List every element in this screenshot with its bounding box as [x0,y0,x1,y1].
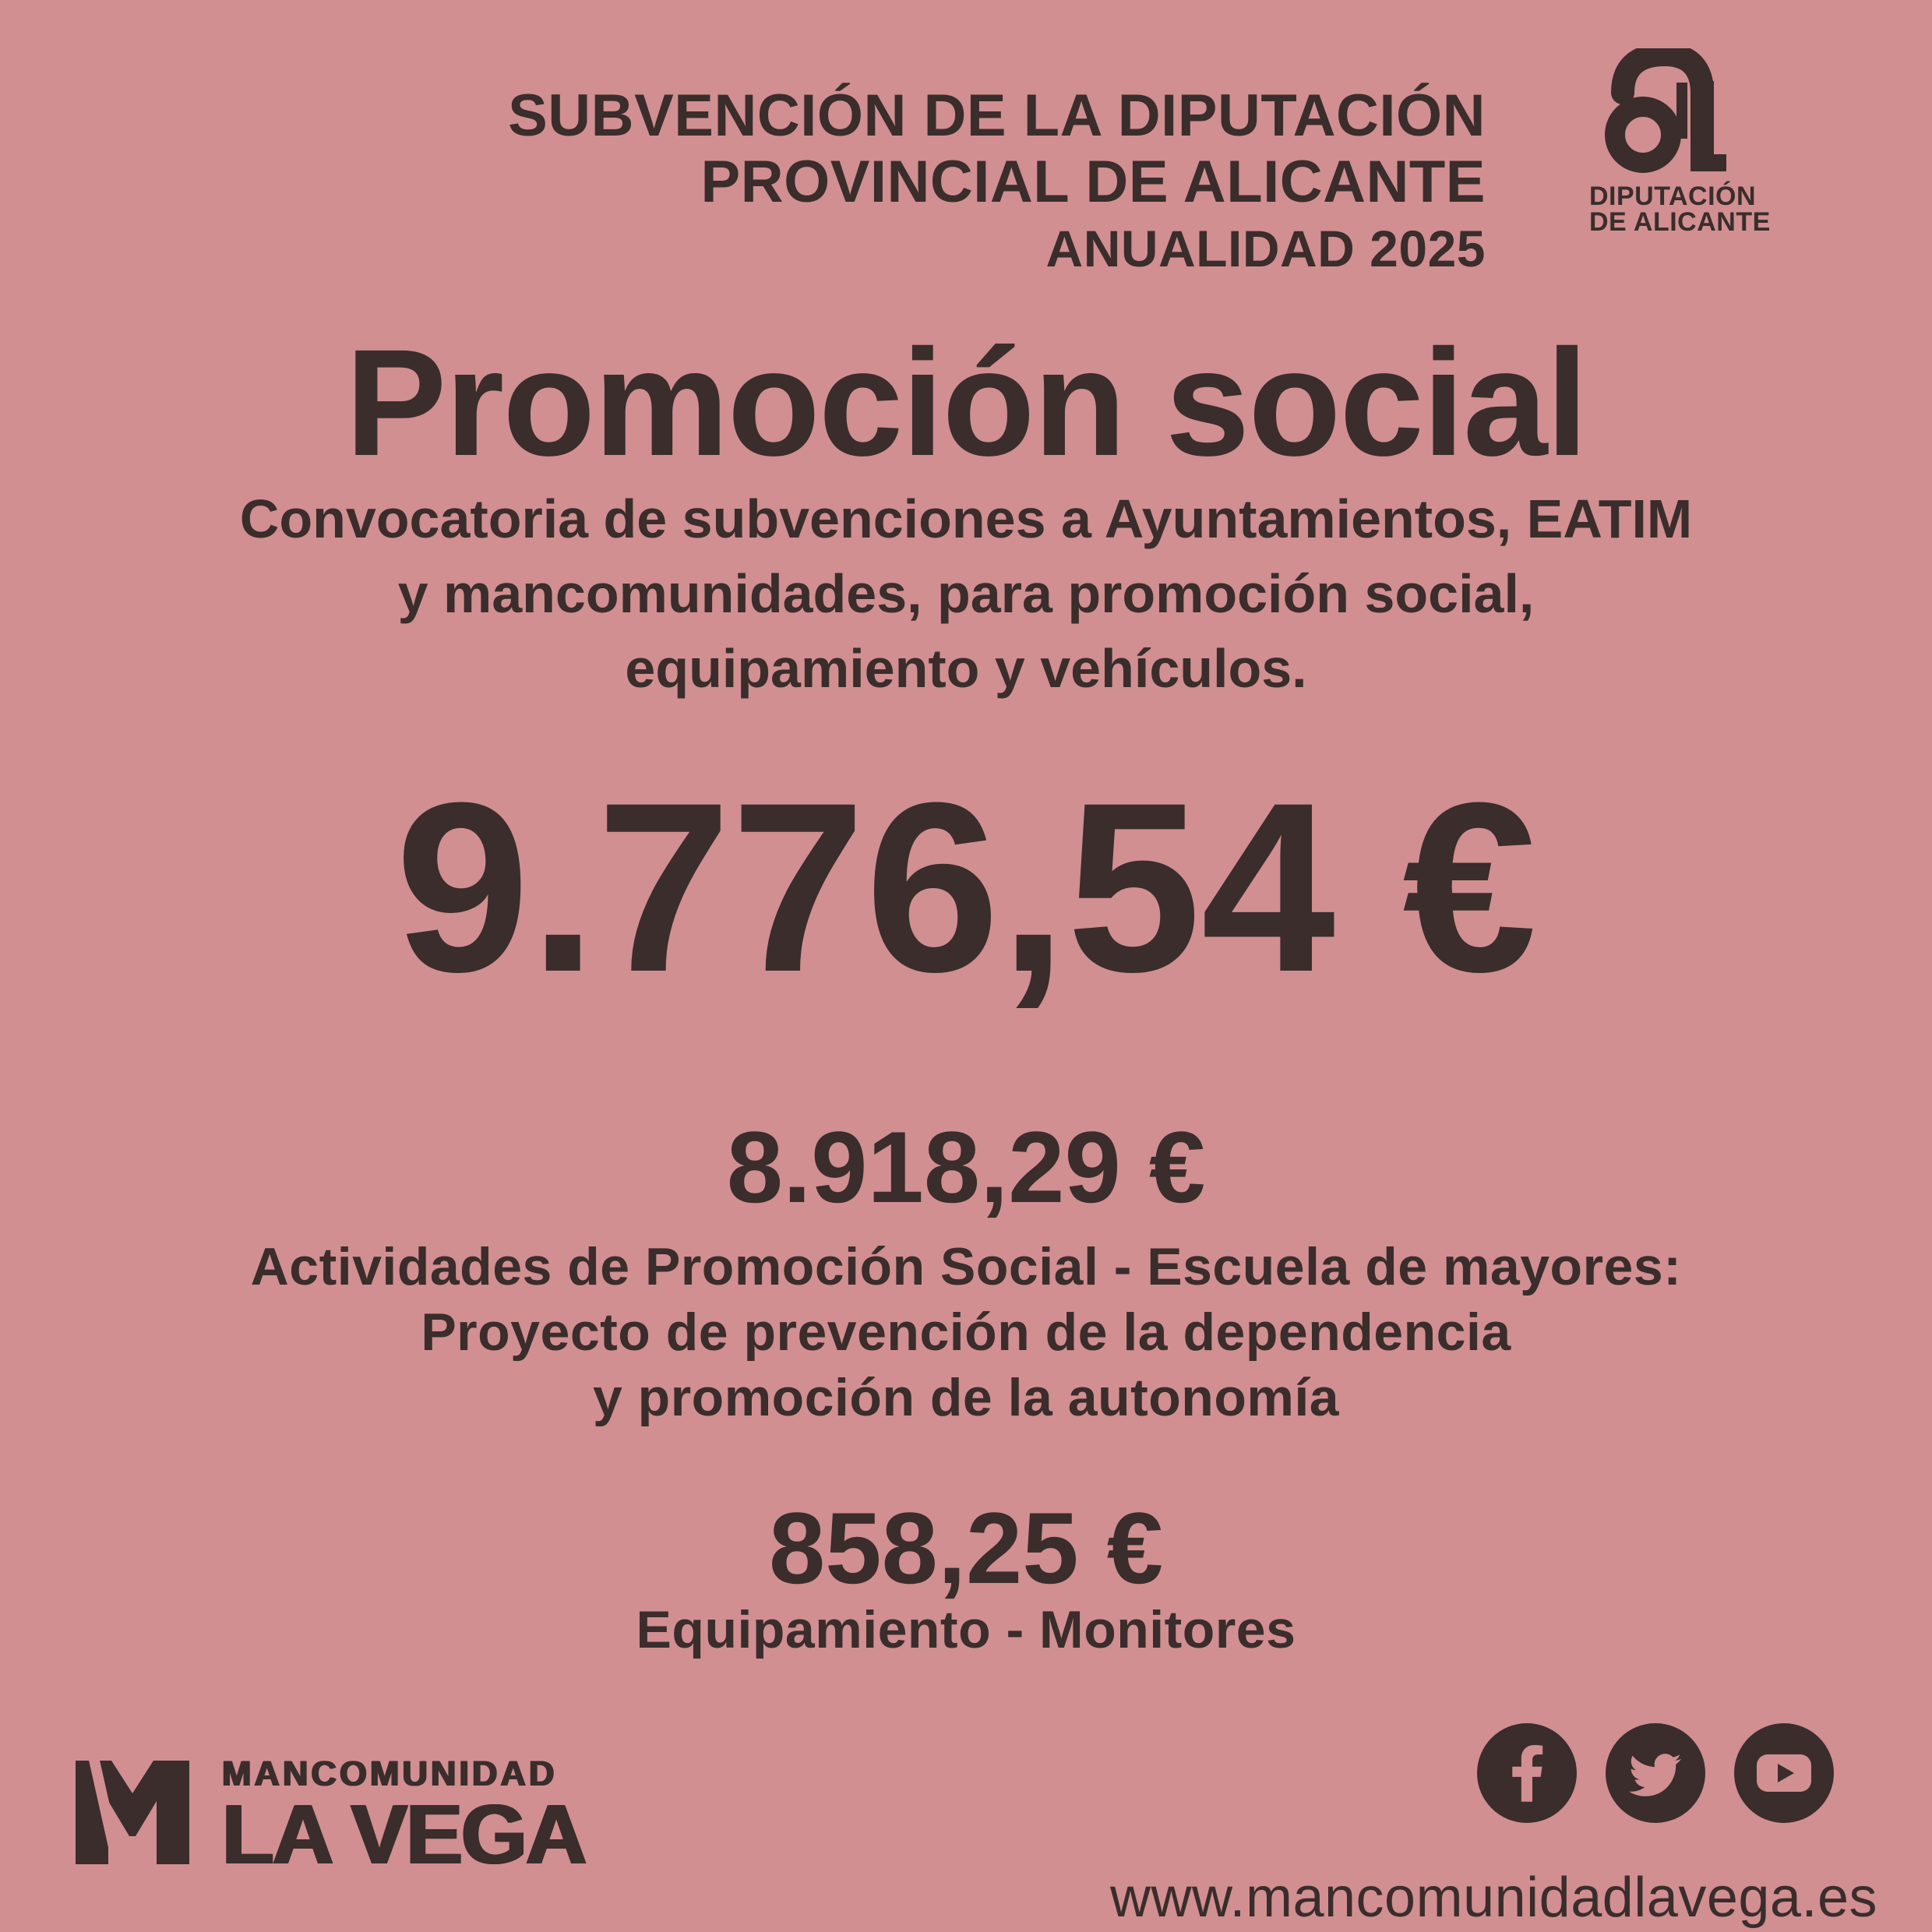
header-annuity: ANUALIDAD 2025 [1045,220,1486,277]
brand-name-top: MANCOMUNIDAD [222,1754,558,1793]
page-title: Promoción social [345,318,1588,488]
youtube-icon[interactable] [1734,1723,1834,1823]
item-2-description: Equipamiento - Monitores [636,1600,1296,1659]
item-1-description: Actividades de Promoción Social - Escuel… [0,1234,1932,1430]
diputacion-logo-text: DIPUTACIÓN DE ALICANTE [1589,182,1771,237]
item-1-desc-line-1: Actividades de Promoción Social - Escuel… [250,1237,1682,1296]
header-block: SUBVENCIÓN DE LA DIPUTACIÓN PROVINCIAL D… [508,83,1486,274]
diputacion-alicante-logo: DIPUTACIÓN DE ALICANTE [1589,48,1771,237]
subtitle: Convocatoria de subvenciones a Ayuntamie… [0,481,1932,706]
social-icons [1477,1723,1834,1823]
header-line-2: PROVINCIAL DE ALICANTE [700,149,1486,215]
item-1-amount: 8.918,29 € [726,1110,1206,1224]
website-url[interactable]: www.mancomunidadlavega.es [1109,1867,1877,1929]
brand-name-bottom: LA VEGA [222,1787,587,1882]
item-1-desc-line-2: Proyecto de prevención de la dependencia [421,1303,1511,1362]
diputacion-monogram-icon [1605,48,1726,173]
facebook-icon[interactable] [1477,1723,1577,1823]
diputacion-logo-line-1: DIPUTACIÓN [1589,182,1757,211]
twitter-icon[interactable] [1606,1723,1705,1823]
subtitle-line-3: equipamiento y vehículos. [625,638,1307,699]
diputacion-logo-line-2: DE ALICANTE [1589,207,1771,237]
mancomunidad-la-vega-logo [76,1757,189,1868]
item-1-desc-line-3: y promoción de la autonomía [592,1368,1340,1427]
subtitle-line-2: y mancomunidades, para promoción social, [397,563,1535,624]
header-line-1: SUBVENCIÓN DE LA DIPUTACIÓN [508,83,1486,149]
item-2-amount: 858,25 € [768,1491,1164,1605]
m-monogram-icon [76,1757,189,1868]
subtitle-line-1: Convocatoria de subvenciones a Ayuntamie… [239,488,1693,549]
total-amount: 9.776,54 € [395,752,1537,1022]
